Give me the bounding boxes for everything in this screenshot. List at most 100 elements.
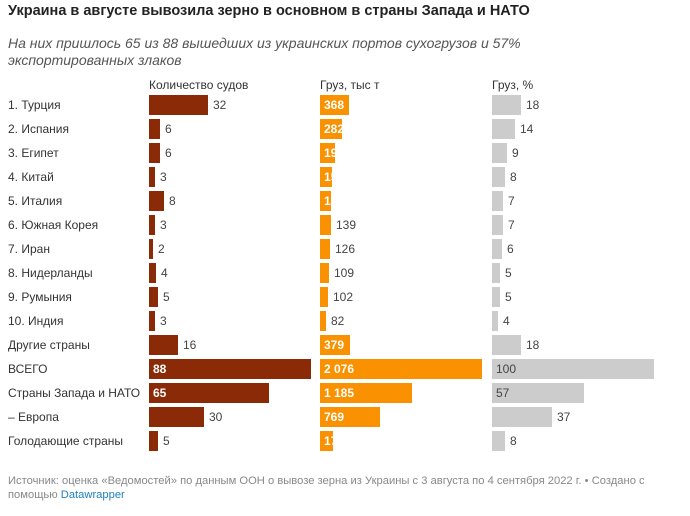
ships-value-label: 5 — [163, 434, 170, 448]
row-label: 7. Иран — [8, 242, 50, 256]
ships-bar — [149, 359, 311, 379]
cargo-value-label: 769 — [324, 410, 345, 424]
source-text: Источник: оценка «Ведомостей» по данным … — [8, 475, 645, 501]
share-bar — [492, 407, 552, 427]
ships-bar — [149, 263, 156, 283]
ships-value-label: 5 — [163, 290, 170, 304]
share-bar — [492, 215, 503, 235]
share-bar — [492, 239, 502, 259]
table-row: 2. Испания 6 282 14 — [0, 118, 690, 142]
column-header-ships: Количество судов — [149, 78, 249, 92]
share-bar — [492, 287, 500, 307]
cargo-bar — [320, 191, 331, 211]
cargo-bar — [320, 287, 328, 307]
share-bar — [492, 143, 507, 163]
ships-bar — [149, 239, 153, 259]
share-value-label: 8 — [510, 170, 517, 184]
share-bar — [492, 119, 515, 139]
ships-bar — [149, 95, 208, 115]
ships-bar — [149, 311, 155, 331]
ships-bar — [149, 287, 158, 307]
share-bar — [492, 431, 505, 451]
cargo-bar — [320, 359, 482, 379]
column-header-share: Груз, % — [492, 78, 534, 92]
share-value-label: 6 — [507, 242, 514, 256]
ships-bar — [149, 191, 164, 211]
share-value-label: 7 — [508, 218, 515, 232]
share-value-label: 18 — [526, 338, 540, 352]
ships-bar — [149, 335, 178, 355]
ships-bar — [149, 215, 155, 235]
ships-value-label: 6 — [165, 146, 172, 160]
row-label: 5. Италия — [8, 194, 63, 208]
cargo-bar — [320, 383, 412, 403]
share-bar — [492, 95, 521, 115]
cargo-bar — [320, 167, 332, 187]
table-row: ВСЕГО 88 2 076 100 — [0, 358, 690, 382]
share-value-label: 100 — [496, 362, 517, 376]
ships-value-label: 6 — [165, 122, 172, 136]
table-row: Страны Запада и НАТО 65 1 185 57 — [0, 382, 690, 406]
ships-bar — [149, 431, 158, 451]
share-value-label: 4 — [503, 314, 510, 328]
chart-title: Украина в августе вывозила зерно в основ… — [8, 3, 530, 19]
row-label: Страны Запада и НАТО — [8, 386, 141, 400]
cargo-value-label: 2 076 — [324, 362, 355, 376]
table-row: 4. Китай 3 157 8 — [0, 166, 690, 190]
cargo-value-label: 157 — [324, 170, 345, 184]
row-label: 2. Испания — [8, 122, 69, 136]
table-row: 10. Индия 3 82 4 — [0, 310, 690, 334]
ships-bar — [149, 119, 160, 139]
table-row: 1. Турция 32 368 18 — [0, 94, 690, 118]
share-bar — [492, 359, 654, 379]
cargo-bar — [320, 119, 342, 139]
share-bar — [492, 311, 498, 331]
row-label: 1. Турция — [8, 98, 61, 112]
ships-bar — [149, 143, 160, 163]
table-row: 7. Иран 2 126 6 — [0, 238, 690, 262]
cargo-bar — [320, 431, 333, 451]
ships-value-label: 30 — [209, 410, 223, 424]
row-label: 3. Египет — [8, 146, 59, 160]
cargo-value-label: 126 — [335, 242, 356, 256]
chart-subtitle: На них пришлось 65 из 88 вышедших из укр… — [8, 35, 521, 68]
share-value-label: 5 — [505, 290, 512, 304]
share-bar — [492, 263, 500, 283]
table-row: Голодающие страны 5 171 8 — [0, 430, 690, 454]
row-label: Голодающие страны — [8, 434, 124, 448]
cargo-value-label: 190 — [324, 146, 345, 160]
share-bar — [492, 191, 503, 211]
table-row: 3. Египет 6 190 9 — [0, 142, 690, 166]
share-value-label: 14 — [520, 122, 534, 136]
cargo-value-label: 109 — [334, 266, 355, 280]
cargo-value-label: 1 185 — [324, 386, 355, 400]
row-label: 6. Южная Корея — [8, 218, 99, 232]
share-bar — [492, 167, 505, 187]
ships-bar — [149, 383, 269, 403]
ships-value-label: 32 — [213, 98, 227, 112]
ships-bar — [149, 167, 155, 187]
ships-value-label: 16 — [183, 338, 197, 352]
share-value-label: 5 — [505, 266, 512, 280]
cargo-value-label: 171 — [324, 434, 345, 448]
datawrapper-link[interactable]: Datawrapper — [60, 489, 125, 501]
cargo-bar — [320, 335, 350, 355]
table-row: Другие страны 16 379 18 — [0, 334, 690, 358]
ships-value-label: 4 — [161, 266, 168, 280]
table-row: 8. Нидерланды 4 109 5 — [0, 262, 690, 286]
ships-value-label: 3 — [160, 314, 167, 328]
row-label: 9. Румыния — [8, 290, 72, 304]
share-value-label: 37 — [557, 410, 571, 424]
source-note: Источник: оценка «Ведомостей» по данным … — [8, 474, 668, 502]
share-value-label: 57 — [496, 386, 510, 400]
row-label: – Европа — [8, 410, 59, 424]
cargo-value-label: 139 — [336, 218, 357, 232]
share-value-label: 18 — [526, 98, 540, 112]
cargo-bar — [320, 239, 330, 259]
ships-bar — [149, 407, 204, 427]
column-header-cargo: Груз, тыс т — [320, 78, 380, 92]
row-label: ВСЕГО — [8, 362, 48, 376]
table-row: – Европа 30 769 37 — [0, 406, 690, 430]
cargo-value-label: 142 — [324, 194, 345, 208]
ships-value-label: 8 — [169, 194, 176, 208]
